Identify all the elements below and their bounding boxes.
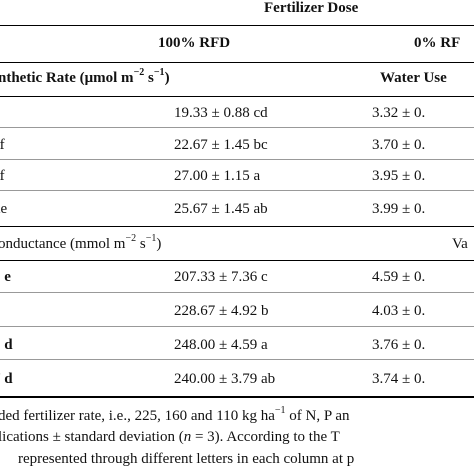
row2-1-col3: 4.59 ± 0. [372,269,426,285]
row1-2-col1: ef [0,137,5,153]
row2-4-col3: 3.74 ± 0. [372,371,426,387]
row-divider [0,190,474,191]
row-divider [0,292,474,293]
col-100-rfd-header: 100% RFD [158,35,231,51]
section1-rule [0,96,474,97]
section-water-use-label: Water Use [380,70,447,86]
footnote-line-1: ded fertilizer rate, i.e., 225, 160 and … [0,405,350,425]
row2-1-col1: 2 e [0,269,11,285]
fertilizer-dose-header: Fertilizer Dose [264,0,359,16]
section-va-label: Va [452,236,468,252]
section-stomatal-conductance-label: onductance (mmol m−2 s−1) [0,233,162,253]
row2-3-col2: 248.00 ± 4.59 a [174,337,268,353]
row1-1-col2: 19.33 ± 0.88 cd [174,105,268,121]
col-0-rfd-header: 0% RF [414,35,461,51]
row2-2-col2: 228.67 ± 4.92 b [174,303,269,319]
row-divider [0,127,474,128]
row-divider [0,326,474,327]
row-divider [0,159,474,160]
row1-3-col2: 27.00 ± 1.15 a [174,168,261,184]
row2-1-col2: 207.33 ± 7.36 c [174,269,268,285]
row1-2-col3: 3.70 ± 0. [372,137,426,153]
footnote-line-3: represented through different letters in… [18,451,355,467]
row-divider [0,359,474,360]
row1-3-col3: 3.95 ± 0. [372,168,426,184]
row1-4-col3: 3.99 ± 0. [372,201,426,217]
row2-4-col1: 7 d [0,371,13,387]
row1-4-col2: 25.67 ± 1.45 ab [174,201,268,217]
section2-rule [0,260,474,261]
section1-end-rule [0,226,474,227]
row2-3-col3: 3.76 ± 0. [372,337,426,353]
row1-4-col1: de [0,201,8,217]
row1-1-col3: 3.32 ± 0. [372,105,426,121]
table-bottom-rule [0,396,474,398]
row1-2-col2: 22.67 ± 1.45 bc [174,137,268,153]
header-rule-1 [0,25,474,26]
row1-3-col1: ef [0,168,5,184]
footnote-line-2: lications ± standard deviation (n = 3). … [0,429,340,445]
header-rule-2 [0,62,474,63]
row2-3-col1: 5 d [0,337,13,353]
row2-2-col3: 4.03 ± 0. [372,303,426,319]
section-photosynthetic-rate-label: nthetic Rate (μmol m−2 s−1) [0,67,170,87]
row2-4-col2: 240.00 ± 3.79 ab [174,371,276,387]
